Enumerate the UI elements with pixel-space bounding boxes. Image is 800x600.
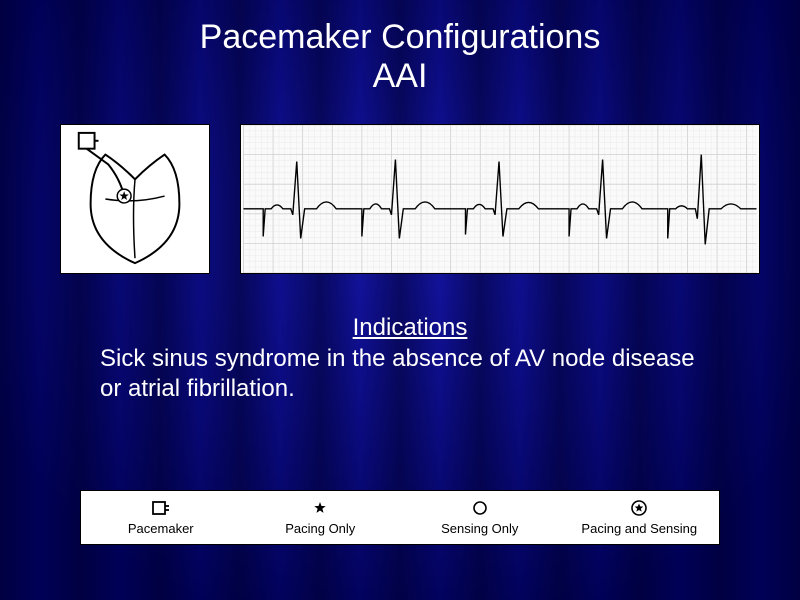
legend-item-pacing_sensing: Pacing and Sensing (560, 491, 720, 544)
ecg-strip (240, 124, 760, 274)
title-line1: Pacemaker Configurations (40, 18, 760, 57)
heart-diagram (60, 124, 210, 274)
slide: Pacemaker Configurations AAI Indications… (0, 0, 800, 600)
indications-block: Indications Sick sinus syndrome in the a… (100, 314, 720, 404)
legend-item-sensing_only: Sensing Only (400, 491, 560, 544)
legend-label: Pacing and Sensing (581, 521, 697, 536)
indications-body: Sick sinus syndrome in the absence of AV… (100, 344, 720, 404)
legend-item-pacing_only: Pacing Only (241, 491, 401, 544)
legend-item-pacemaker: Pacemaker (81, 491, 241, 544)
title-block: Pacemaker Configurations AAI (40, 18, 760, 96)
sensing_only-icon (469, 499, 491, 517)
title-line2: AAI (40, 57, 760, 96)
pacemaker-icon (150, 499, 172, 517)
legend-strip: Pacemaker Pacing Only Sensing Only Pacing a… (80, 490, 720, 545)
pacing_sensing-icon (628, 499, 650, 517)
legend-label: Pacing Only (285, 521, 355, 536)
legend-label: Sensing Only (441, 521, 518, 536)
pacing_only-icon (309, 499, 331, 517)
figures-row (60, 124, 760, 274)
indications-heading: Indications (220, 314, 600, 342)
legend-row: Pacemaker Pacing Only Sensing Only Pacing a… (81, 491, 719, 544)
legend-label: Pacemaker (128, 521, 194, 536)
